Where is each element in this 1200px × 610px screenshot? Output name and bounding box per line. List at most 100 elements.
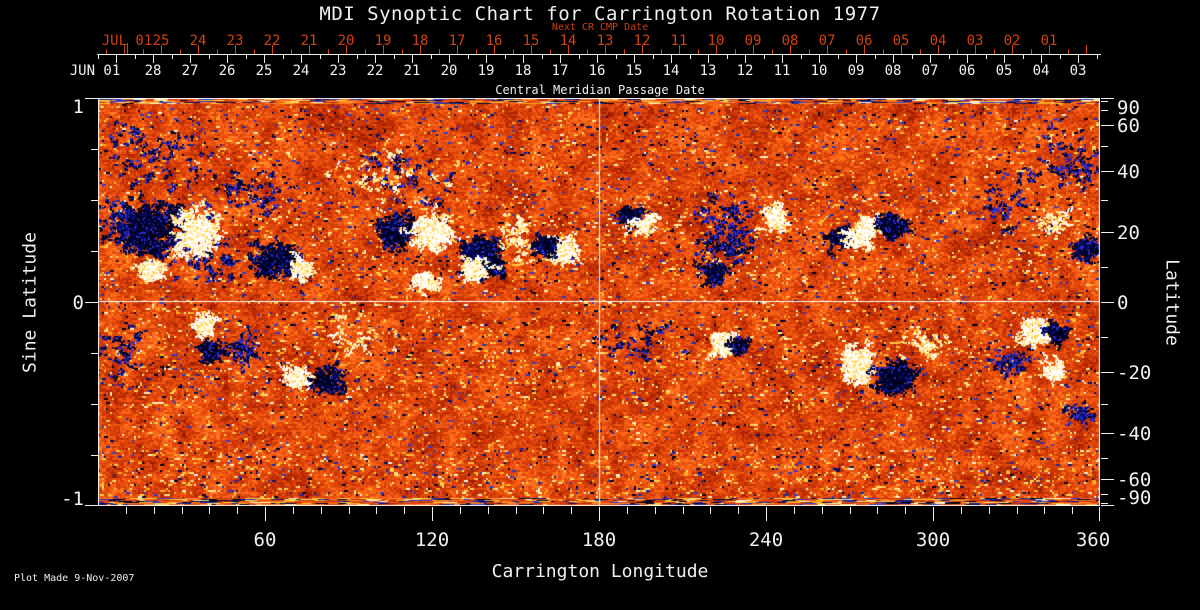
lon-tick (793, 507, 795, 514)
cmp-tick (319, 55, 321, 59)
next-cr-tick (327, 49, 329, 54)
lat-minor-tick (1101, 458, 1108, 460)
lon-tick (1099, 507, 1100, 521)
cmp-day-label: 15 (625, 63, 643, 79)
cmp-tick (412, 55, 413, 63)
lon-tick-label: 360 (1075, 529, 1111, 551)
cmp-tick (190, 55, 191, 63)
cmp-day-label: 27 (181, 63, 199, 79)
cmp-tick (745, 55, 746, 63)
cmp-tick (153, 55, 154, 63)
next-cr-day-label: 15 (522, 33, 540, 49)
cmp-day-label: 17 (551, 63, 569, 79)
cmp-tick (948, 55, 950, 59)
next-cr-tick (605, 45, 606, 54)
lat-tick-label: 20 (1117, 222, 1140, 245)
cmp-tick (578, 55, 580, 59)
next-cr-tick (956, 49, 958, 54)
cmp-day-label: 05 (995, 63, 1013, 79)
sinlat-tick (85, 98, 98, 99)
next-cr-day-label: 05 (892, 33, 910, 49)
cmp-tick (486, 55, 487, 63)
lon-tick (654, 507, 656, 514)
cmp-tick (615, 55, 617, 59)
next-cr-tick (938, 45, 939, 54)
cmp-tick (264, 55, 265, 63)
next-cr-tick (309, 45, 310, 54)
lat-tick-label: -60 (1117, 468, 1152, 491)
lon-tick (738, 507, 740, 514)
next-cr-tick (124, 45, 125, 54)
next-cr-tick (790, 45, 791, 54)
next-cr-tick (901, 45, 902, 54)
lon-tick (515, 507, 517, 514)
next-cr-tick (1086, 45, 1087, 54)
next-cr-month-label: JUL 01 (101, 33, 153, 49)
cmp-tick (467, 55, 469, 59)
lat-tick (1101, 98, 1114, 99)
next-cr-tick (438, 49, 440, 54)
lon-tick (543, 507, 545, 514)
y-left-axis-title: Sine Latitude (19, 232, 41, 373)
cmp-day-label: 23 (329, 63, 347, 79)
cmp-day-label: 13 (699, 63, 717, 79)
next-cr-tick (475, 49, 477, 54)
cmp-tick (763, 55, 765, 59)
next-cr-tick (827, 45, 828, 54)
cmp-tick (282, 55, 284, 59)
cmp-tick (504, 55, 506, 59)
next-cr-day-label: 09 (744, 33, 762, 49)
x-axis-title: Carrington Longitude (491, 561, 709, 582)
lat-minor-tick (1101, 502, 1108, 504)
sinlat-tick-label: 0 (72, 292, 84, 314)
next-cr-tick (771, 49, 773, 54)
next-cr-tick (1012, 45, 1013, 54)
cmp-tick (1096, 55, 1098, 59)
lon-tick (626, 507, 628, 514)
next-cr-tick (531, 45, 532, 54)
lon-tick (599, 507, 600, 521)
cmp-tick (911, 55, 913, 59)
chart-title: MDI Synoptic Chart for Carrington Rotati… (319, 3, 881, 25)
lon-tick (933, 507, 934, 521)
next-cr-tick (457, 45, 458, 54)
next-cr-day-label: 04 (929, 33, 947, 49)
cmp-day-label: 22 (366, 63, 384, 79)
next-cr-day-label: 07 (818, 33, 836, 49)
cmp-tick (597, 55, 598, 63)
sinlat-tick (85, 505, 98, 506)
lat-minor-tick (1101, 266, 1108, 268)
cmp-tick (375, 55, 376, 63)
cmp-day-label: 10 (810, 63, 828, 79)
lat-tick-label: -90 (1117, 487, 1152, 509)
lon-tick (209, 507, 211, 514)
next-cr-tick (845, 49, 847, 54)
lat-tick (1101, 232, 1114, 234)
next-cr-tick (679, 45, 680, 54)
next-cr-tick (549, 49, 551, 54)
next-cr-tick (642, 45, 643, 54)
next-cr-tick (235, 45, 236, 54)
cmp-day-label: 03 (1069, 63, 1087, 79)
next-cr-tick (142, 49, 144, 54)
next-cr-tick (216, 49, 218, 54)
lat-minor-tick (1101, 493, 1108, 495)
lon-tick (292, 507, 294, 514)
cmp-day-label: 19 (477, 63, 495, 79)
next-cr-tick (1049, 45, 1050, 54)
y-right-axis-title: Latitude (1161, 259, 1183, 346)
cmp-tick (782, 55, 783, 63)
next-cr-day-label: 10 (707, 33, 725, 49)
lon-tick (153, 507, 155, 514)
next-cr-tick (586, 49, 588, 54)
cmp-day-label: 18 (514, 63, 532, 79)
cmp-tick (1041, 55, 1042, 63)
cmp-tick (560, 55, 561, 63)
lon-tick (237, 507, 239, 514)
lon-tick (710, 507, 712, 514)
cmp-day-label: 07 (921, 63, 939, 79)
next-cr-tick (734, 49, 736, 54)
lat-minor-tick (1101, 337, 1108, 339)
lat-tick (1101, 371, 1114, 373)
